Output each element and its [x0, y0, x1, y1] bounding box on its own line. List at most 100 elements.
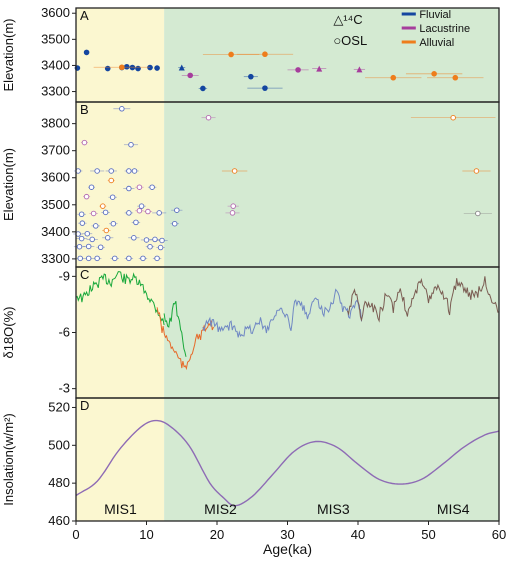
osl-point: [143, 237, 150, 243]
x-tick-label: 20: [210, 527, 224, 542]
legend-osl: ○OSL: [333, 33, 367, 48]
osl-point: [147, 243, 153, 250]
osl-point: [119, 106, 125, 112]
legend-entry: Alluvial: [419, 37, 454, 49]
holocene-band: [76, 8, 165, 521]
osl-point: [112, 255, 118, 262]
y-tick-label: 3300: [41, 251, 70, 266]
osl-point: [79, 220, 86, 226]
x-tick-label: 0: [72, 527, 79, 542]
pleistocene-band: [164, 8, 499, 521]
y-tick-label: 3500: [41, 197, 70, 212]
osl-point: [154, 255, 160, 262]
osl-point: [126, 185, 132, 192]
osl-point: [84, 230, 91, 237]
osl-point: [103, 227, 110, 234]
osl-point: [262, 51, 268, 58]
y-tick-label: -9: [58, 268, 70, 283]
osl-point: [133, 219, 139, 226]
osl-point: [136, 207, 143, 214]
osl-point: [92, 223, 99, 229]
legend-c14: △¹⁴C: [333, 12, 362, 27]
osl-point: [156, 210, 162, 216]
osl-point: [138, 203, 145, 209]
y-tick-label: 3600: [41, 5, 70, 20]
osl-point: [200, 85, 206, 92]
y-axis-label: Elevation(m): [1, 19, 16, 92]
osl-point: [104, 235, 111, 241]
panel-letter-a: A: [80, 8, 89, 23]
mis-label: MIS1: [104, 501, 137, 517]
x-tick-label: 40: [351, 527, 365, 542]
osl-point: [119, 64, 125, 71]
osl-point: [77, 255, 83, 262]
y-tick-label: 3400: [41, 224, 70, 239]
axis-labels: A 3300 3400 3500 3600 Elevation(m) B 3300 3400 35…: [1, 5, 506, 557]
osl-point: [152, 236, 158, 243]
y-tick-label: 3600: [41, 170, 70, 185]
osl-point: [104, 65, 111, 72]
osl-point: [97, 244, 104, 251]
y-axis-label: Insolation(w/m²): [1, 413, 16, 505]
osl-point: [390, 74, 397, 81]
y-tick-label: -6: [58, 325, 70, 340]
c14-point: [316, 65, 323, 72]
osl-point: [295, 67, 301, 73]
y-tick-label: 460: [48, 513, 70, 528]
osl-point: [135, 65, 141, 72]
y-axis-label: Elevation(m): [1, 148, 16, 221]
legend-entry: Lacustrine: [419, 23, 470, 35]
osl-point: [171, 220, 178, 227]
osl-point: [85, 255, 92, 262]
osl-point: [90, 210, 97, 217]
x-axis-label: Age(ka): [263, 541, 312, 557]
osl-point: [78, 211, 85, 218]
osl-point: [78, 235, 85, 242]
x-tick-label: 10: [139, 527, 153, 542]
mis-label: MIS3: [317, 501, 350, 517]
osl-point: [145, 208, 151, 215]
osl-point: [154, 65, 160, 71]
osl-point: [229, 210, 236, 216]
y-tick-label: 480: [48, 475, 70, 490]
d18o-series-line: [156, 307, 214, 371]
y-tick-label: 3300: [41, 84, 70, 99]
osl-point: [431, 71, 437, 77]
legend-entry: Fluvial: [419, 9, 451, 21]
osl-point: [123, 63, 130, 70]
osl-point: [102, 209, 109, 216]
x-tick-label: 50: [421, 527, 435, 542]
osl-point: [452, 74, 459, 81]
osl-point: [81, 139, 88, 146]
osl-point: [110, 220, 117, 227]
osl-point: [187, 72, 194, 79]
osl-point: [108, 168, 114, 174]
osl-point: [230, 203, 236, 209]
osl-point: [174, 207, 180, 213]
osl-point: [450, 114, 456, 121]
osl-point: [473, 168, 480, 174]
mis-label: MIS2: [204, 501, 237, 517]
panel-frames: [72, 7, 500, 525]
panel-letter-b: B: [80, 102, 89, 117]
c14-point: [178, 64, 185, 71]
y-tick-label: 3500: [41, 31, 70, 46]
osl-point: [100, 203, 106, 209]
y-tick-label: 3400: [41, 57, 70, 72]
osl-point: [126, 255, 132, 262]
osl-point: [136, 184, 143, 190]
osl-point: [128, 141, 134, 148]
d18o-series-line: [163, 300, 187, 357]
osl-point: [126, 210, 132, 216]
osl-point: [83, 193, 90, 200]
osl-point: [89, 236, 95, 243]
mis-label: MIS4: [437, 501, 470, 517]
osl-point: [262, 85, 268, 91]
osl-point: [94, 255, 100, 262]
osl-point: [205, 114, 212, 121]
osl-point: [76, 243, 83, 250]
y-tick-label: 520: [48, 399, 70, 414]
y-tick-label: 3700: [41, 143, 70, 158]
osl-point: [109, 194, 116, 200]
